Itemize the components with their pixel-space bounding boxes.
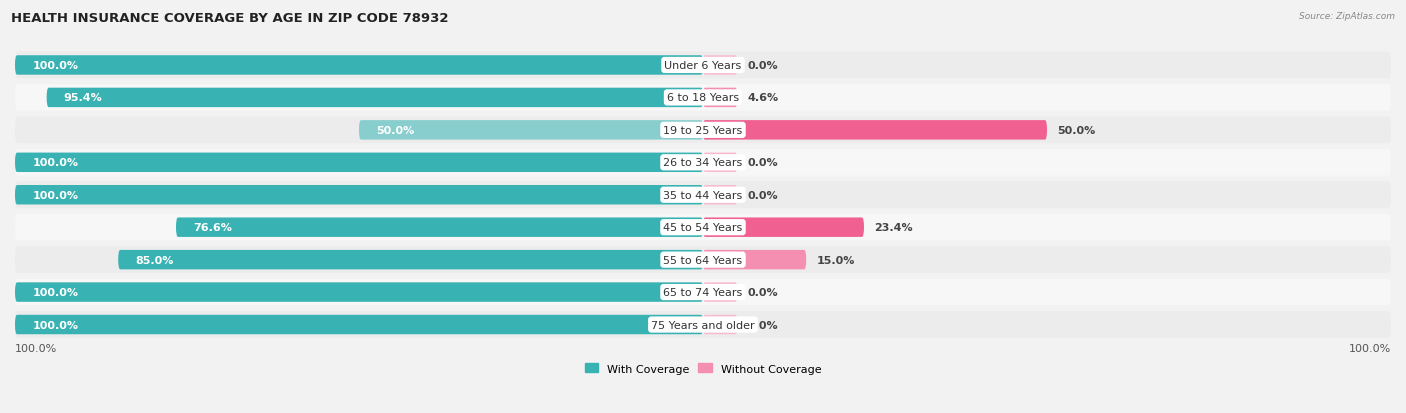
- Text: 45 to 54 Years: 45 to 54 Years: [664, 223, 742, 233]
- FancyBboxPatch shape: [703, 56, 737, 76]
- FancyBboxPatch shape: [15, 185, 703, 205]
- Text: 0.0%: 0.0%: [748, 320, 779, 330]
- FancyBboxPatch shape: [118, 250, 703, 270]
- Legend: With Coverage, Without Coverage: With Coverage, Without Coverage: [581, 359, 825, 378]
- Text: 100.0%: 100.0%: [1348, 344, 1391, 354]
- Text: 65 to 74 Years: 65 to 74 Years: [664, 287, 742, 297]
- FancyBboxPatch shape: [15, 117, 1391, 144]
- FancyBboxPatch shape: [703, 282, 737, 302]
- Text: 0.0%: 0.0%: [748, 158, 779, 168]
- Text: 100.0%: 100.0%: [32, 320, 79, 330]
- FancyBboxPatch shape: [46, 88, 703, 108]
- Text: Source: ZipAtlas.com: Source: ZipAtlas.com: [1299, 12, 1395, 21]
- Text: 100.0%: 100.0%: [15, 344, 58, 354]
- FancyBboxPatch shape: [703, 185, 737, 205]
- Text: 19 to 25 Years: 19 to 25 Years: [664, 126, 742, 135]
- FancyBboxPatch shape: [15, 282, 703, 302]
- Text: 15.0%: 15.0%: [817, 255, 855, 265]
- Text: 50.0%: 50.0%: [1057, 126, 1095, 135]
- Text: 0.0%: 0.0%: [748, 61, 779, 71]
- FancyBboxPatch shape: [703, 315, 737, 335]
- Text: 100.0%: 100.0%: [32, 190, 79, 200]
- FancyBboxPatch shape: [703, 88, 737, 108]
- Text: 100.0%: 100.0%: [32, 61, 79, 71]
- Text: 95.4%: 95.4%: [63, 93, 103, 103]
- FancyBboxPatch shape: [15, 311, 1391, 338]
- Text: 26 to 34 Years: 26 to 34 Years: [664, 158, 742, 168]
- FancyBboxPatch shape: [15, 315, 703, 335]
- Text: 4.6%: 4.6%: [748, 93, 779, 103]
- FancyBboxPatch shape: [15, 279, 1391, 306]
- FancyBboxPatch shape: [176, 218, 703, 237]
- FancyBboxPatch shape: [15, 150, 1391, 176]
- FancyBboxPatch shape: [703, 250, 806, 270]
- FancyBboxPatch shape: [15, 182, 1391, 209]
- FancyBboxPatch shape: [15, 247, 1391, 273]
- Text: 85.0%: 85.0%: [135, 255, 174, 265]
- FancyBboxPatch shape: [15, 85, 1391, 112]
- FancyBboxPatch shape: [359, 121, 703, 140]
- FancyBboxPatch shape: [15, 153, 703, 173]
- Text: 50.0%: 50.0%: [377, 126, 415, 135]
- Text: 6 to 18 Years: 6 to 18 Years: [666, 93, 740, 103]
- FancyBboxPatch shape: [15, 56, 703, 76]
- Text: 35 to 44 Years: 35 to 44 Years: [664, 190, 742, 200]
- FancyBboxPatch shape: [703, 153, 737, 173]
- FancyBboxPatch shape: [15, 214, 1391, 241]
- Text: 76.6%: 76.6%: [193, 223, 232, 233]
- Text: 100.0%: 100.0%: [32, 158, 79, 168]
- Text: 55 to 64 Years: 55 to 64 Years: [664, 255, 742, 265]
- Text: 0.0%: 0.0%: [748, 190, 779, 200]
- Text: 75 Years and older: 75 Years and older: [651, 320, 755, 330]
- FancyBboxPatch shape: [15, 52, 1391, 79]
- FancyBboxPatch shape: [703, 218, 865, 237]
- Text: 0.0%: 0.0%: [748, 287, 779, 297]
- Text: HEALTH INSURANCE COVERAGE BY AGE IN ZIP CODE 78932: HEALTH INSURANCE COVERAGE BY AGE IN ZIP …: [11, 12, 449, 25]
- Text: Under 6 Years: Under 6 Years: [665, 61, 741, 71]
- Text: 23.4%: 23.4%: [875, 223, 912, 233]
- Text: 100.0%: 100.0%: [32, 287, 79, 297]
- FancyBboxPatch shape: [703, 121, 1047, 140]
